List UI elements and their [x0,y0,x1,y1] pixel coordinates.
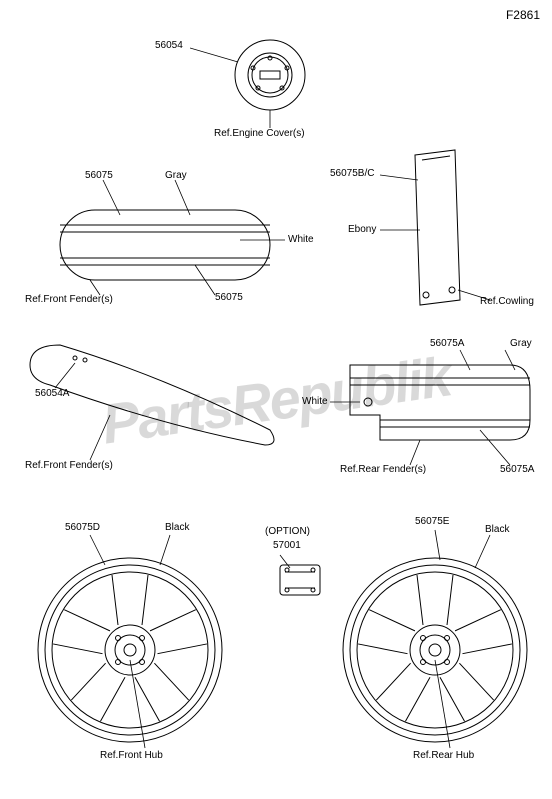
option-part: 57001 [273,540,301,551]
front-wheel-color: Black [165,522,189,533]
front-fender-color-gray: Gray [165,170,187,181]
front-wheel-group: 56075D Black Ref.Front Hub [30,520,230,780]
front-wheel-part: 56075D [65,522,100,533]
engine-cover-group: 56054 Ref.Engine Cover(s) [190,20,350,140]
rear-fender-part-top: 56075A [430,338,464,349]
rear-wheel-group: 56075E Black Ref.Rear Hub [335,520,535,780]
front-fender-top-group: 56075 Gray White 56075 Ref.Front Fender(… [40,170,290,310]
front-fender-part-right: 56075 [215,292,243,303]
cowling-ref: Ref.Cowling [480,296,534,307]
rear-fender-group: 56075A Gray White Ref.Rear Fender(s) 560… [320,340,550,480]
engine-cover-part-label: 56054 [155,40,183,51]
front-wheel-ref: Ref.Front Hub [100,750,163,761]
rear-fender-color-white: White [302,396,328,407]
option-label: (OPTION) [265,526,310,537]
option-group: (OPTION) 57001 [255,530,345,610]
rear-wheel-part: 56075E [415,516,449,527]
engine-cover-ref-label: Ref.Engine Cover(s) [214,128,305,139]
front-fender-ref: Ref.Front Fender(s) [25,294,113,305]
rear-wheel-color: Black [485,524,509,535]
rear-fender-ref: Ref.Rear Fender(s) [340,464,426,475]
page-code: F2861 [506,8,540,22]
rear-fender-part-bottom: 56075A [500,464,534,475]
front-fender-side-ref: Ref.Front Fender(s) [25,460,113,471]
front-fender-color-white: White [288,234,314,245]
front-fender-side-part: 56054A [35,388,69,399]
front-fender-part-left: 56075 [85,170,113,181]
rear-wheel-ref: Ref.Rear Hub [413,750,474,761]
cowling-group: 56075B/C Ebony Ref.Cowling [330,140,540,320]
rear-fender-color-gray: Gray [510,338,532,349]
cowling-part: 56075B/C [330,168,374,179]
front-fender-side-group: 56054A Ref.Front Fender(s) [20,330,290,480]
cowling-color: Ebony [348,224,376,235]
